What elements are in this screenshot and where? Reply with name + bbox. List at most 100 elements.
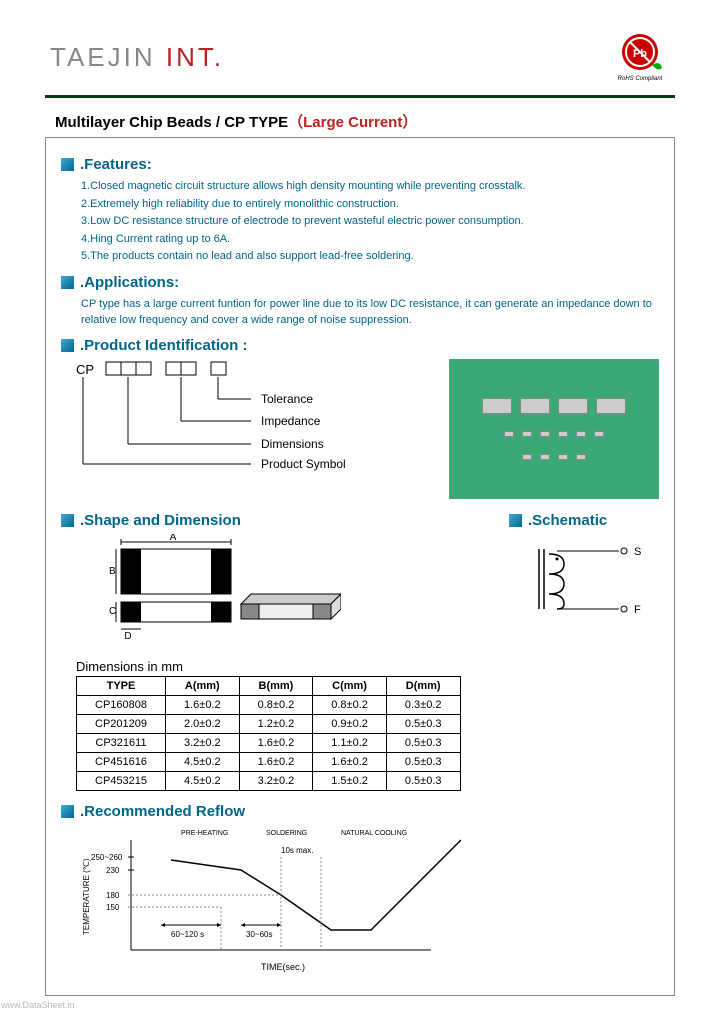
table-cell: 2.0±0.2 xyxy=(166,714,240,733)
feature-item: 4.Hing Current rating up to 6A. xyxy=(81,231,659,249)
schematic-diagram: S F xyxy=(509,534,659,624)
dimensions-table: TYPE A(mm) B(mm) C(mm) D(mm) CP1608081.6… xyxy=(76,676,461,791)
table-cell: 0.5±0.3 xyxy=(386,752,460,771)
schematic-label: .Schematic xyxy=(528,512,607,529)
table-header: TYPE xyxy=(77,676,166,695)
svg-text:TEMPERATURE (℃): TEMPERATURE (℃) xyxy=(82,858,91,935)
table-cell: 1.6±0.2 xyxy=(166,695,240,714)
table-header: D(mm) xyxy=(386,676,460,695)
title-main: Multilayer Chip Beads / CP TYPE xyxy=(55,114,288,131)
table-cell: 1.6±0.2 xyxy=(239,752,313,771)
table-cell: 1.6±0.2 xyxy=(239,733,313,752)
svg-text:60~120 s: 60~120 s xyxy=(171,930,204,939)
dim-table-title: Dimensions in mm xyxy=(76,659,659,674)
svg-text:S: S xyxy=(634,546,641,558)
features-list: 1.Closed magnetic circuit structure allo… xyxy=(81,178,659,266)
chip-icon xyxy=(596,398,626,414)
svg-text:SOLDERING: SOLDERING xyxy=(266,830,307,837)
svg-text:A: A xyxy=(170,534,177,543)
svg-text:TIME(sec.): TIME(sec.) xyxy=(261,962,305,972)
shape-schematic-row: .Shape and Dimension A B C xyxy=(61,504,659,649)
table-cell: 4.5±0.2 xyxy=(166,752,240,771)
features-heading: .Features: xyxy=(61,156,659,173)
table-cell: CP321611 xyxy=(77,733,166,752)
table-cell: 3.2±0.2 xyxy=(166,733,240,752)
svg-text:PRE-HEATING: PRE-HEATING xyxy=(181,830,228,837)
table-cell: 0.5±0.3 xyxy=(386,714,460,733)
svg-text:150: 150 xyxy=(106,903,120,912)
title-sub: Large Current xyxy=(303,114,402,131)
product-id-label: .Product Identification : xyxy=(80,337,248,354)
brand-name: TAEJIN INT. xyxy=(50,42,224,73)
svg-text:C: C xyxy=(109,606,116,617)
table-header: C(mm) xyxy=(313,676,387,695)
svg-text:Tolerance: Tolerance xyxy=(261,392,313,406)
table-cell: 1.6±0.2 xyxy=(313,752,387,771)
bullet-icon xyxy=(61,514,74,527)
chip-icon xyxy=(522,431,532,437)
feature-item: 1.Closed magnetic circuit structure allo… xyxy=(81,178,659,196)
table-cell: 1.2±0.2 xyxy=(239,714,313,733)
chip-icon xyxy=(558,398,588,414)
table-cell: 0.8±0.2 xyxy=(239,695,313,714)
chip-icon xyxy=(520,398,550,414)
table-cell: 0.9±0.2 xyxy=(313,714,387,733)
brand-suffix: INT. xyxy=(166,42,224,72)
svg-text:RoHS Compliant: RoHS Compliant xyxy=(618,76,663,82)
table-cell: 0.5±0.3 xyxy=(386,771,460,790)
reflow-heading: .Recommended Reflow xyxy=(61,803,659,820)
svg-text:D: D xyxy=(124,631,131,642)
identification-row: CP Tolerance Impedance Dimensions Produc… xyxy=(61,359,659,499)
chip-icon xyxy=(522,454,532,460)
table-cell: CP160808 xyxy=(77,695,166,714)
bullet-icon xyxy=(61,339,74,352)
svg-text:250~260: 250~260 xyxy=(91,853,123,862)
table-cell: CP201209 xyxy=(77,714,166,733)
table-row: CP2012092.0±0.21.2±0.20.9±0.20.5±0.3 xyxy=(77,714,461,733)
table-row: CP3216113.2±0.21.6±0.21.1±0.20.5±0.3 xyxy=(77,733,461,752)
chip-icon xyxy=(540,431,550,437)
feature-item: 5.The products contain no lead and also … xyxy=(81,248,659,266)
features-label: .Features: xyxy=(80,156,152,173)
table-header: B(mm) xyxy=(239,676,313,695)
table-header: A(mm) xyxy=(166,676,240,695)
svg-text:Impedance: Impedance xyxy=(261,414,321,428)
product-photo xyxy=(449,359,659,499)
bullet-icon xyxy=(61,805,74,818)
table-row: CP1608081.6±0.20.8±0.20.8±0.20.3±0.2 xyxy=(77,695,461,714)
title-paren-open: （ xyxy=(288,114,303,131)
bullet-icon xyxy=(61,276,74,289)
shape-label: .Shape and Dimension xyxy=(80,512,241,529)
shape-heading: .Shape and Dimension xyxy=(61,512,449,529)
chip-icon xyxy=(540,454,550,460)
table-cell: CP453215 xyxy=(77,771,166,790)
header: TAEJIN INT. Pb RoHS Compliant xyxy=(0,0,720,95)
table-cell: 4.5±0.2 xyxy=(166,771,240,790)
svg-text:230: 230 xyxy=(106,866,120,875)
table-row: CP4532154.5±0.23.2±0.21.5±0.20.5±0.3 xyxy=(77,771,461,790)
watermark: www.DataSheet.in xyxy=(1,1000,75,1010)
table-cell: 0.5±0.3 xyxy=(386,733,460,752)
chip-icon xyxy=(594,431,604,437)
bullet-icon xyxy=(61,158,74,171)
table-cell: 0.8±0.2 xyxy=(313,695,387,714)
reflow-label: .Recommended Reflow xyxy=(80,803,245,820)
content: .Features: 1.Closed magnetic circuit str… xyxy=(45,138,675,996)
table-cell: 3.2±0.2 xyxy=(239,771,313,790)
svg-text:Product Symbol: Product Symbol xyxy=(261,457,346,471)
chip-icon xyxy=(576,431,586,437)
svg-text:CP: CP xyxy=(76,362,94,377)
svg-text:F: F xyxy=(634,604,641,616)
feature-item: 3.Low DC resistance structure of electro… xyxy=(81,213,659,231)
chip-icon xyxy=(482,398,512,414)
chip-icon xyxy=(504,431,514,437)
product-id-heading: .Product Identification : xyxy=(61,337,659,354)
svg-text:Dimensions: Dimensions xyxy=(261,437,324,451)
title-bar: Multilayer Chip Beads / CP TYPE（Large Cu… xyxy=(45,106,675,138)
title-paren-close: ） xyxy=(402,114,417,131)
applications-heading: .Applications: xyxy=(61,274,659,291)
bullet-icon xyxy=(509,514,522,527)
applications-text: CP type has a large current funtion for … xyxy=(81,296,659,329)
header-divider xyxy=(45,95,675,98)
rohs-logo-icon: Pb RoHS Compliant xyxy=(610,30,670,85)
